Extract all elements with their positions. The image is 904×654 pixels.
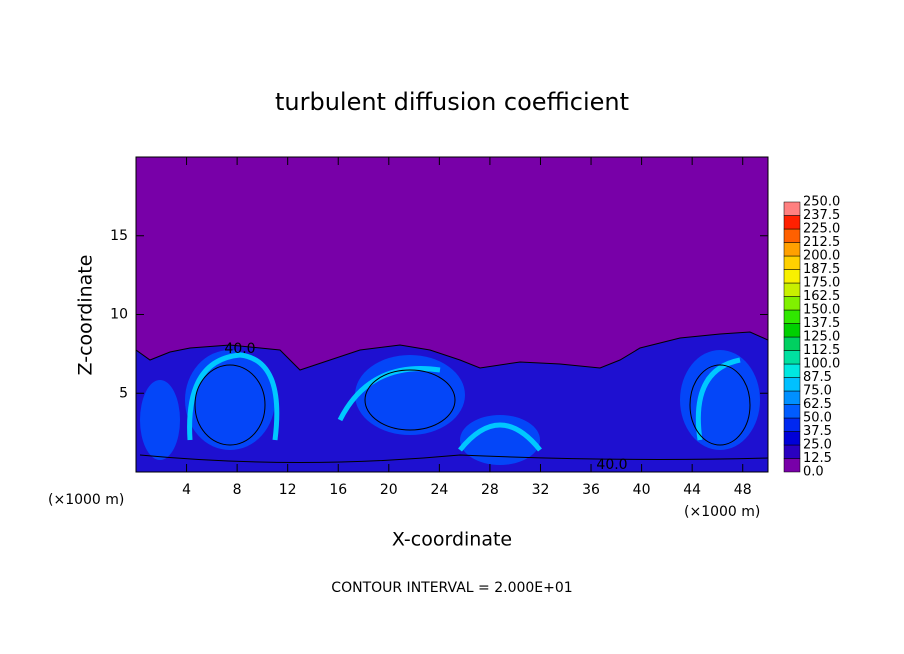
colorbar-bin <box>783 228 801 243</box>
colorbar-label: 187.5 <box>803 262 840 277</box>
colorbar-label: 175.0 <box>803 276 840 291</box>
colorbar-bin <box>783 269 801 284</box>
y-tick-label: 5 <box>119 385 128 401</box>
colorbar-label: 237.5 <box>803 208 840 223</box>
colorbar-bin <box>783 417 801 432</box>
colorbar-bin <box>783 215 801 230</box>
x-tick-label: 28 <box>481 482 499 498</box>
colorbar-label: 25.0 <box>803 438 832 453</box>
x-tick-label: 8 <box>233 482 242 498</box>
contour-label: 40.0 <box>596 457 627 473</box>
colorbar-label: 225.0 <box>803 222 840 237</box>
chart-title: turbulent diffusion coefficient <box>275 88 629 116</box>
colorbar-bin <box>783 431 801 446</box>
colorbar-bin <box>783 282 801 297</box>
x-unit: (×1000 m) <box>684 504 760 520</box>
contour-label: 40.0 <box>224 341 255 357</box>
y-axis-label: Z-coordinate <box>75 255 97 376</box>
colorbar-bin <box>783 242 801 257</box>
colorbar-bin <box>783 323 801 338</box>
colorbar-bin <box>783 350 801 365</box>
colorbar-label: 112.5 <box>803 343 840 358</box>
colorbar-bin <box>783 255 801 270</box>
colorbar-label: 50.0 <box>803 411 832 426</box>
colorbar-label: 75.0 <box>803 384 832 399</box>
contour-lines <box>139 364 768 463</box>
colorbar-label: 150.0 <box>803 303 840 318</box>
annotation: CONTOUR INTERVAL = 2.000E+01 <box>331 580 572 596</box>
x-tick-label: 40 <box>633 482 651 498</box>
colorbar-label: 12.5 <box>803 451 832 466</box>
colorbar-label: 0.0 <box>803 465 824 480</box>
colorbar-label: 200.0 <box>803 249 840 264</box>
colorbar-label: 62.5 <box>803 397 832 412</box>
colorbar-bin <box>783 377 801 392</box>
y-tick-label: 10 <box>110 307 128 323</box>
colorbar-bin <box>783 309 801 324</box>
x-axis-label: X-coordinate <box>392 529 512 551</box>
colorbar-bin <box>783 201 801 216</box>
x-tick-label: 20 <box>380 482 398 498</box>
x-tick-label: 12 <box>279 482 297 498</box>
colorbar-bin <box>783 404 801 419</box>
colorbar-label: 37.5 <box>803 424 832 439</box>
field <box>136 157 768 472</box>
y-unit: (×1000 m) <box>48 492 124 508</box>
x-tick-label: 44 <box>683 482 701 498</box>
x-tick-label: 32 <box>532 482 550 498</box>
colorbar-bin <box>783 390 801 405</box>
colorbar-label: 100.0 <box>803 357 840 372</box>
colorbar-label: 125.0 <box>803 330 840 345</box>
x-tick-label: 36 <box>582 482 600 498</box>
colorbar-label: 87.5 <box>803 370 832 385</box>
colorbar-bin <box>783 296 801 311</box>
colorbar-bin <box>783 458 801 473</box>
x-tick-label: 24 <box>430 482 448 498</box>
x-tick-label: 16 <box>329 482 347 498</box>
x-tick-label: 4 <box>182 482 191 498</box>
colorbar-label: 162.5 <box>803 289 840 304</box>
colorbar-label: 250.0 <box>803 195 840 210</box>
colorbar-bin <box>783 363 801 378</box>
y-tick-label: 15 <box>110 228 128 244</box>
x-tick-label: 48 <box>734 482 752 498</box>
colorbar-bin <box>783 444 801 459</box>
colorbar-label: 137.5 <box>803 316 840 331</box>
colorbar-label: 212.5 <box>803 235 840 250</box>
colorbar-bin <box>783 336 801 351</box>
